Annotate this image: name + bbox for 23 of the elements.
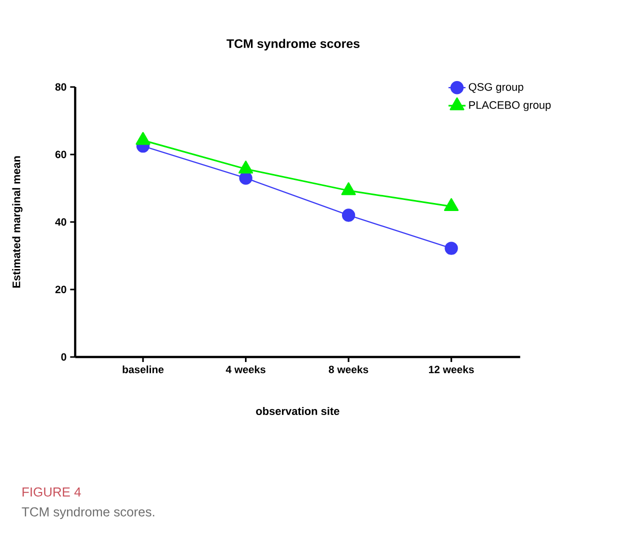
- x-tick-label: 8 weeks: [328, 366, 368, 374]
- y-tick-label: 0: [61, 353, 66, 361]
- x-tick-label: baseline: [122, 366, 164, 374]
- point: [444, 242, 458, 255]
- point: [341, 182, 356, 196]
- y-tick-label: 20: [55, 286, 66, 294]
- caption: FIGURE 4: [22, 487, 81, 497]
- y-tick-label: 80: [55, 83, 66, 91]
- y-tick-label: 60: [55, 150, 66, 158]
- point: [239, 172, 252, 185]
- x-tick-label: 4 weeks: [226, 366, 266, 374]
- text: TCM syndrome scores.: [22, 506, 154, 520]
- point: [444, 198, 459, 212]
- y-axis-title: Estimated marginal mean: [12, 156, 22, 288]
- x-axis-title: observation site: [256, 406, 340, 416]
- point: [342, 208, 356, 222]
- point: [238, 160, 254, 174]
- chart-title: TCM syndrome scores: [226, 38, 360, 50]
- y-tick-label: 40: [55, 218, 66, 226]
- point: [136, 132, 150, 145]
- legend-label: PLACEBO group: [469, 101, 551, 112]
- x-tick-label: 12 weeks: [429, 366, 474, 374]
- legend-label: QSG group: [468, 83, 524, 93]
